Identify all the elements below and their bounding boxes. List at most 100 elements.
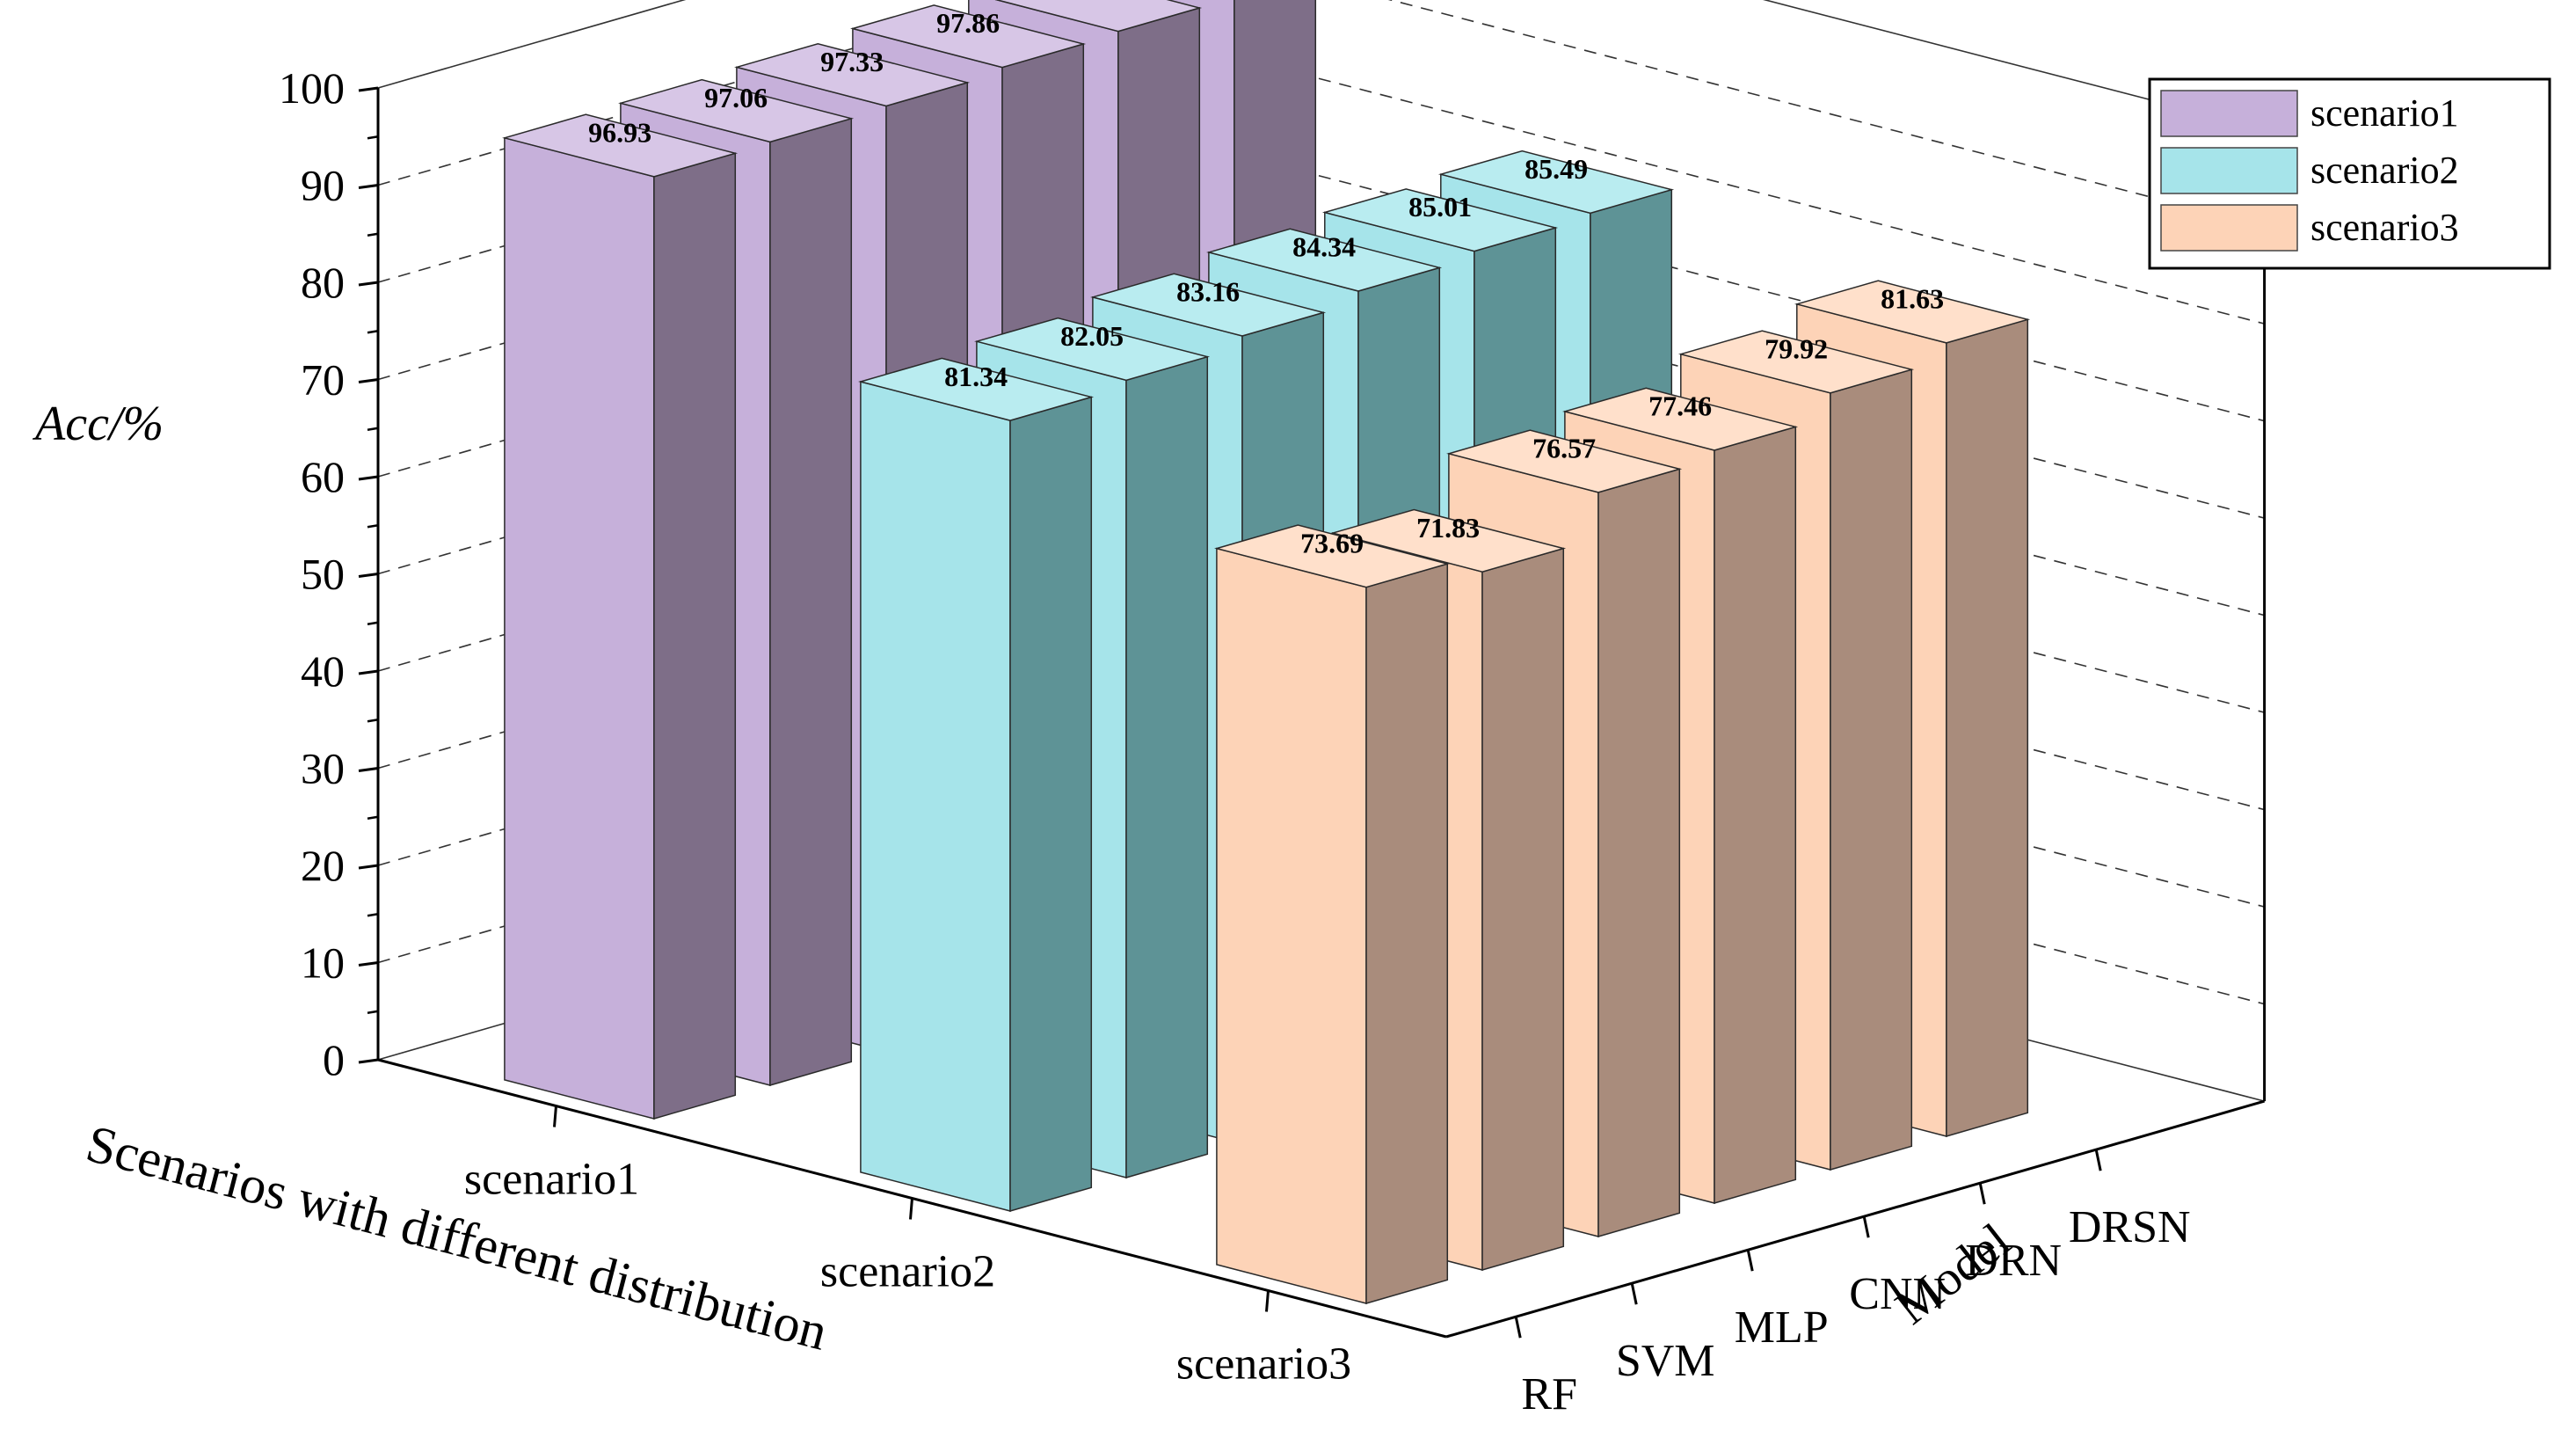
bar-side-face <box>1365 563 1449 1304</box>
gridline-back-wall <box>1387 0 2265 228</box>
x-tick <box>553 1105 557 1127</box>
y-minor-tick <box>367 719 379 723</box>
data-label: 85.49 <box>1524 153 1588 185</box>
z-tick <box>2094 1149 2102 1171</box>
data-label: 84.34 <box>1292 231 1356 263</box>
bar-side-face <box>653 152 737 1120</box>
y-minor-tick <box>367 232 379 237</box>
bar-top-face <box>1437 150 1675 215</box>
bar-side-face <box>1597 468 1681 1237</box>
x-tick <box>1265 1290 1270 1312</box>
y-tick-label: 50 <box>301 550 345 599</box>
y-minor-tick <box>367 621 379 625</box>
z-tick-label: DRN <box>1965 1236 2062 1286</box>
y-tick-label: 70 <box>301 355 345 405</box>
bar-top-face <box>1562 387 1799 451</box>
bar-side-face <box>1481 547 1565 1271</box>
bar-top-face <box>858 357 1095 421</box>
x-tick <box>909 1198 913 1220</box>
data-label: 82.05 <box>1060 320 1124 352</box>
y-axis-label: Acc/% <box>32 397 164 451</box>
data-label: 97.06 <box>704 82 768 113</box>
y-minor-tick <box>367 815 379 820</box>
y-tick <box>358 961 379 967</box>
x-axis-title: Scenarios with different distribution <box>81 1114 833 1361</box>
y-tick <box>358 475 379 481</box>
y-tick-label: 10 <box>301 938 345 988</box>
legend-swatch <box>2160 204 2298 252</box>
data-label: 98.13 <box>1052 0 1116 3</box>
data-label: 71.83 <box>1416 512 1480 544</box>
y-tick <box>358 378 379 383</box>
y-tick-label: 30 <box>301 744 345 793</box>
x-tick-label: scenario2 <box>820 1247 995 1297</box>
bar-side-face <box>1125 355 1209 1178</box>
z-tick <box>1862 1215 1870 1238</box>
data-label: 83.16 <box>1176 276 1240 308</box>
y-tick-label: 60 <box>301 452 345 501</box>
y-tick <box>358 86 379 92</box>
y-tick-label: 90 <box>301 161 345 210</box>
gridline-left-wall <box>377 0 687 89</box>
z-tick-label: MLP <box>1735 1302 1829 1353</box>
z-tick <box>1746 1249 1754 1272</box>
legend: scenario1 scenario2 scenario3 <box>2148 77 2551 270</box>
z-tick <box>1978 1182 1986 1205</box>
data-label: 81.63 <box>1881 283 1944 315</box>
bar-scenario3-RF <box>1214 524 1451 1304</box>
data-label: 73.69 <box>1300 527 1364 558</box>
y-minor-tick <box>367 427 379 431</box>
z-tick <box>1514 1316 1522 1339</box>
bar-side-face <box>1009 396 1093 1212</box>
bar-top-face <box>1794 280 2031 344</box>
x-tick-label: scenario3 <box>1176 1339 1351 1390</box>
data-label: 96.93 <box>588 117 651 149</box>
y-minor-tick <box>367 913 379 917</box>
data-label: 79.92 <box>1765 332 1828 364</box>
y-tick <box>358 669 379 675</box>
y-tick-label: 100 <box>279 63 345 113</box>
y-tick <box>358 1058 379 1064</box>
bar-top-face <box>1677 330 1915 394</box>
data-labels: 98.8185.4981.6398.1385.0179.9297.8684.34… <box>588 0 1944 558</box>
bar-top-face <box>1214 524 1451 588</box>
y-minor-tick <box>367 524 379 529</box>
bar-top-face <box>994 0 1203 33</box>
legend-label: scenario2 <box>2310 149 2459 192</box>
bars <box>502 0 2031 1304</box>
y-minor-tick <box>367 330 379 334</box>
data-label: 76.57 <box>1532 433 1596 464</box>
bar-front-face <box>860 381 1011 1212</box>
z-tick <box>1630 1282 1638 1305</box>
z-axis-line <box>1445 1099 2266 1339</box>
bar-side-face <box>1830 368 1913 1171</box>
data-label: 97.86 <box>936 7 1000 39</box>
bar-front-face <box>1216 547 1367 1304</box>
bar-side-face <box>769 117 853 1086</box>
data-label: 97.33 <box>820 46 884 77</box>
bar-top-face <box>1090 273 1327 337</box>
legend-swatch <box>2160 147 2298 194</box>
gridline-back-wall <box>1196 46 2265 325</box>
bar-top-face <box>618 78 855 143</box>
axes: 0 10 20 30 40 50 60 70 80 90 100 scenario1 scenario2… <box>279 63 2266 1419</box>
gridline-back-wall <box>1763 0 2265 130</box>
y-tick-label: 20 <box>301 841 345 890</box>
bar-scenario2-RF <box>858 357 1095 1212</box>
y-tick <box>358 281 379 287</box>
y-minor-tick <box>367 1010 379 1014</box>
bar-top-face <box>1321 188 1559 252</box>
bar-top-face <box>502 113 739 178</box>
z-tick-label: SVM <box>1616 1336 1715 1386</box>
data-label: 77.46 <box>1648 390 1712 422</box>
bar-top-face <box>1206 228 1443 292</box>
bar-side-face <box>1946 318 2029 1137</box>
y-tick <box>358 573 379 578</box>
legend-label: scenario3 <box>2310 206 2459 249</box>
bar-side-face <box>1714 426 1797 1204</box>
z-tick-label: CNN <box>1849 1269 1946 1319</box>
y-minor-tick <box>367 135 379 140</box>
bar-top-face <box>1330 508 1567 573</box>
y-tick-label: 40 <box>301 646 345 696</box>
